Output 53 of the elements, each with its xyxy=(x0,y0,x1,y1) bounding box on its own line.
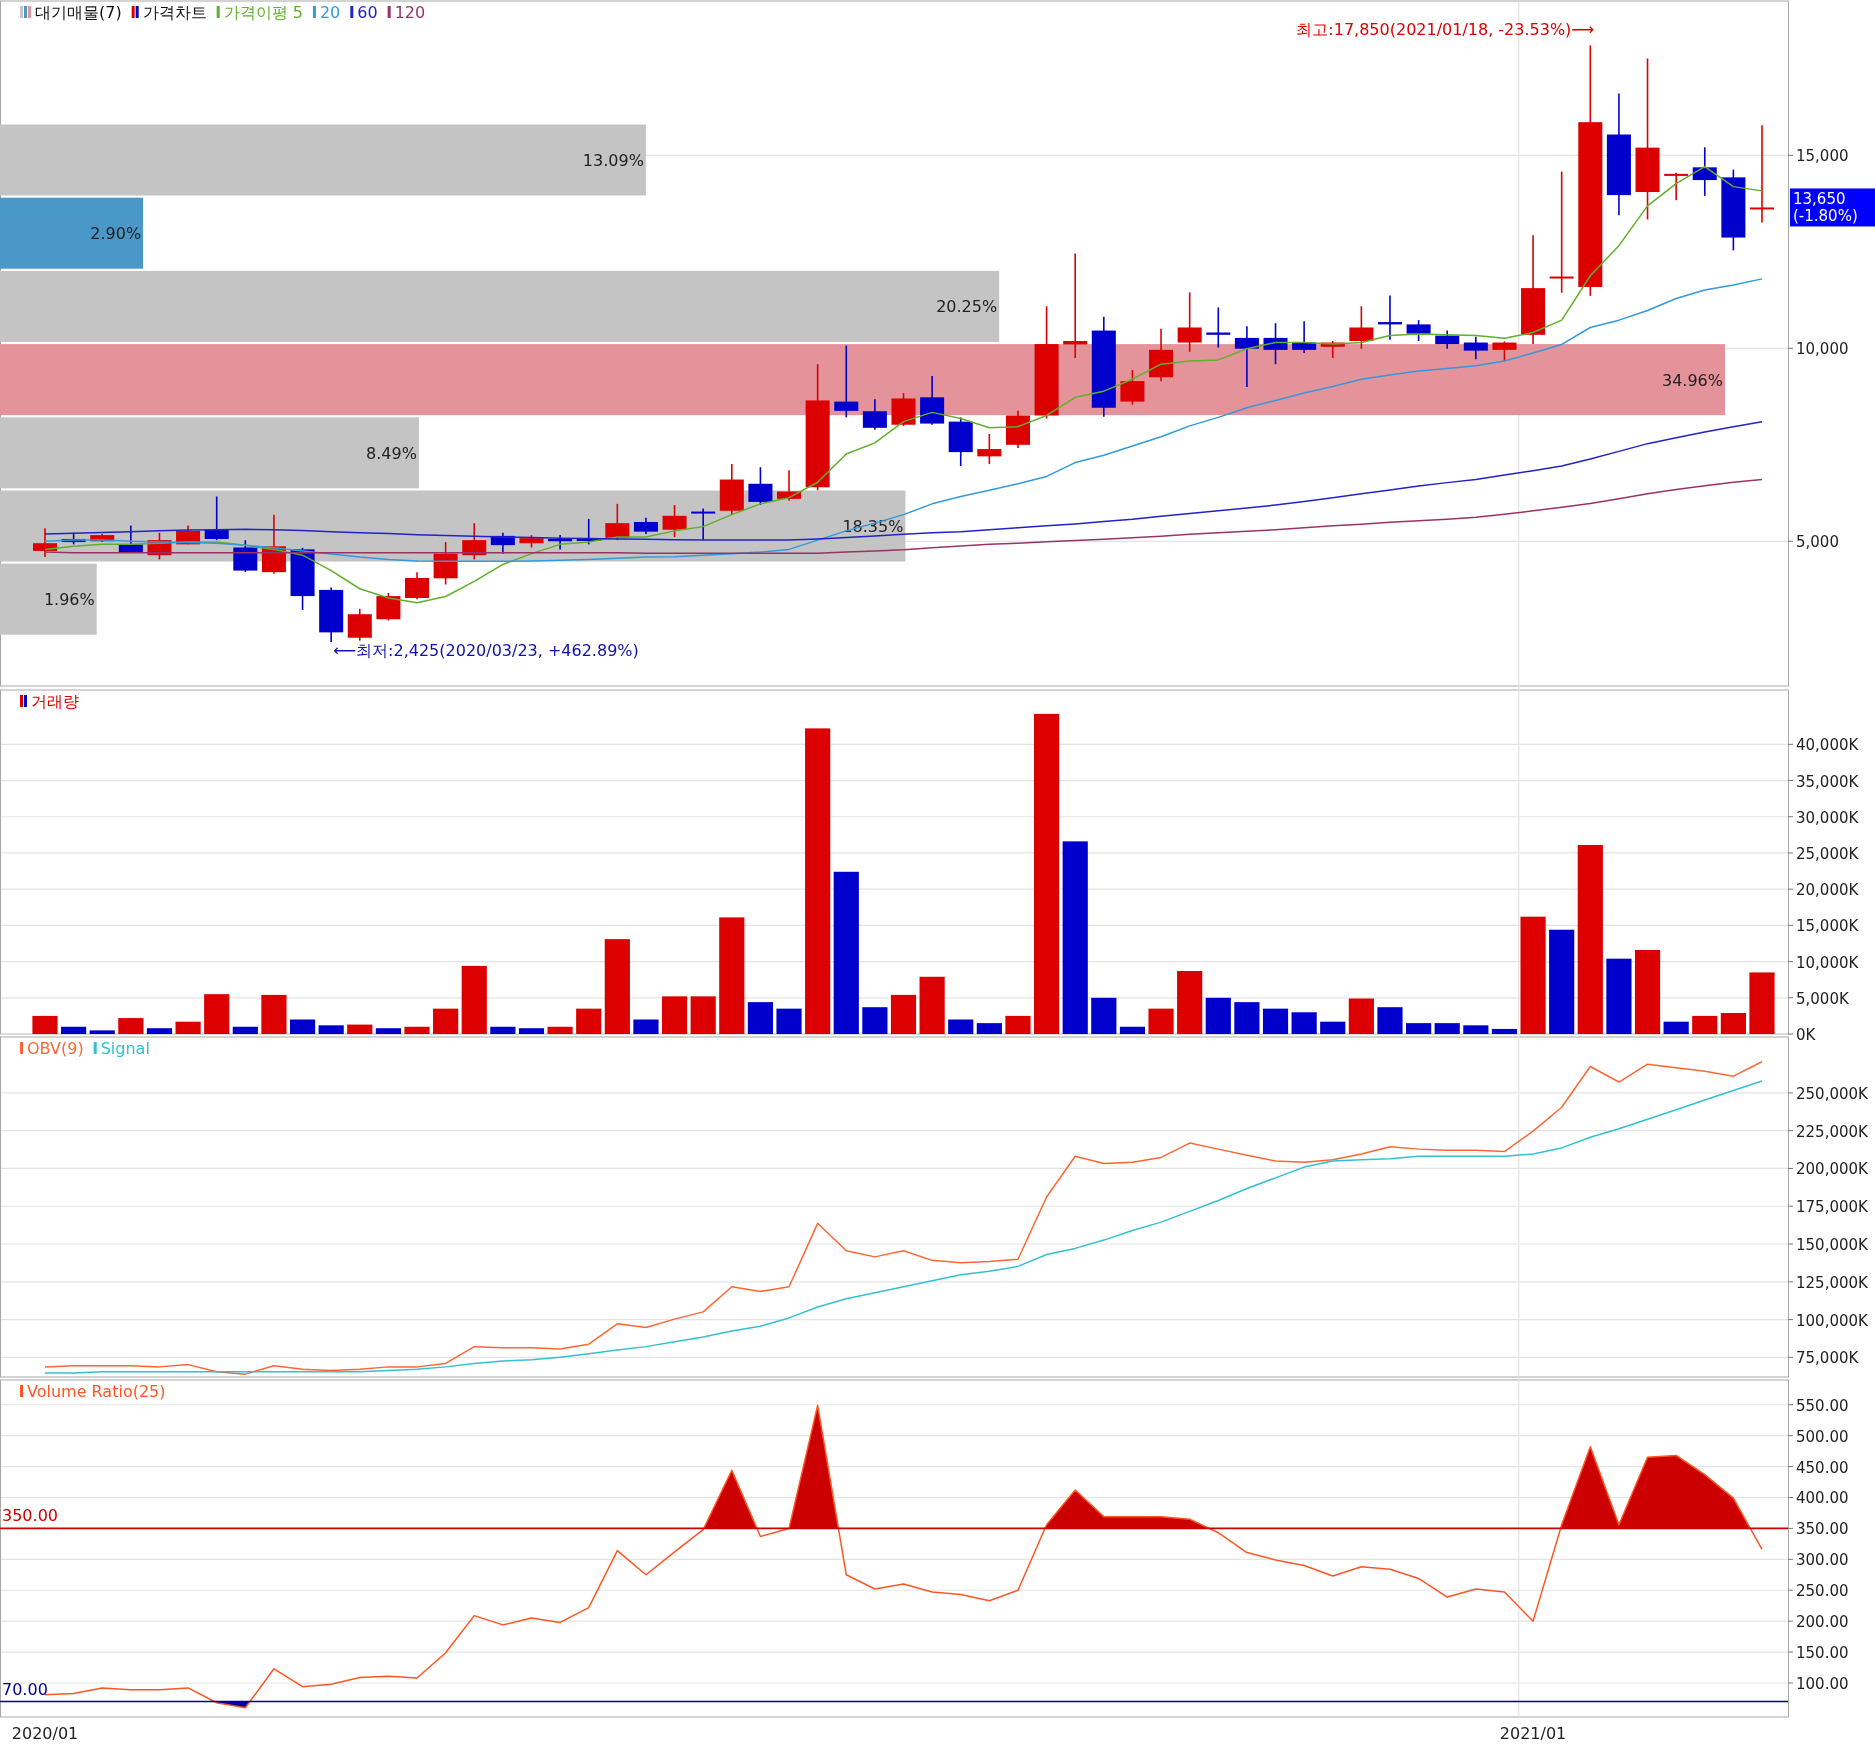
y-tick-label: 500.00 xyxy=(1796,1427,1849,1446)
y-tick-label: 10,000 xyxy=(1796,340,1849,359)
y-tick-label: 35,000K xyxy=(1796,772,1860,791)
y-tick-label: 250,000K xyxy=(1796,1084,1870,1103)
y-tick-label: 20,000K xyxy=(1796,881,1860,900)
legend-label: Signal xyxy=(100,1039,150,1058)
y-tick-label: 0K xyxy=(1796,1026,1817,1044)
legend-label: Volume Ratio(25) xyxy=(27,1382,166,1401)
y-tick-label: 200,000K xyxy=(1796,1160,1870,1179)
y-tick-label: 350.00 xyxy=(1796,1520,1849,1539)
y-tick-label: 30,000K xyxy=(1796,808,1860,827)
y-tick-label: 400.00 xyxy=(1796,1489,1849,1508)
y-tick-label: 250.00 xyxy=(1796,1582,1849,1601)
y-tick-label: 200.00 xyxy=(1796,1613,1849,1632)
y-tick-label: 300.00 xyxy=(1796,1551,1849,1570)
y-tick-label: 150,000K xyxy=(1796,1236,1870,1255)
y-tick-label: 5,000 xyxy=(1796,533,1839,552)
legend-label: 가격이평 5 xyxy=(223,3,303,22)
y-tick-label: 175,000K xyxy=(1796,1198,1870,1217)
legend-label: 대기매물(7) xyxy=(35,3,122,22)
data-label: 13.09% xyxy=(582,151,644,170)
y-tick-label: 100,000K xyxy=(1796,1311,1870,1330)
y-tick-label: 75,000K xyxy=(1796,1349,1860,1368)
x-tick-label: 2020/01 xyxy=(11,1724,79,1743)
y-tick-label: 5,000K xyxy=(1796,989,1850,1008)
ref-line-label: 70.00 xyxy=(2,1679,48,1699)
data-label: 20.25% xyxy=(936,297,998,317)
y-tick-label: 100.00 xyxy=(1796,1674,1849,1693)
legend-label: 가격차트 xyxy=(142,3,207,22)
data-label: 8.49% xyxy=(366,443,417,463)
y-tick-label: 125,000K xyxy=(1796,1273,1870,1292)
y-tick-label: 450.00 xyxy=(1796,1458,1849,1477)
data-label: 1.96% xyxy=(43,590,95,610)
annotation: ⟵최저:2,425(2020/03/23, +462.89%) xyxy=(333,641,639,661)
legend-label: OBV(9) xyxy=(27,1039,84,1058)
text: 13,650 (-1.80%) xyxy=(1793,190,1858,226)
y-tick-label: 10,000K xyxy=(1796,953,1860,972)
y-tick-label: 25,000K xyxy=(1796,844,1860,863)
x-tick-label: 2021/01 xyxy=(1499,1724,1567,1743)
ref-line-label: 350.00 xyxy=(2,1506,58,1526)
legend-label: 20 xyxy=(319,3,341,22)
y-tick-label: 150.00 xyxy=(1796,1644,1849,1663)
legend-label: 120 xyxy=(394,3,426,22)
y-tick-label: 15,000 xyxy=(1796,147,1849,166)
legend-label: 거래량 xyxy=(31,692,79,711)
annotation: 최고:17,850(2021/01/18, -23.53%)⟶ xyxy=(1296,20,1595,40)
data-label: 34.96% xyxy=(1661,370,1723,390)
y-tick-label: 40,000K xyxy=(1796,736,1860,755)
data-label: 2.90% xyxy=(90,224,142,244)
y-tick-label: 225,000K xyxy=(1796,1122,1870,1141)
y-tick-label: 550.00 xyxy=(1796,1396,1849,1415)
y-tick-label: 15,000K xyxy=(1796,917,1860,936)
legend-label: 60 xyxy=(357,3,378,22)
